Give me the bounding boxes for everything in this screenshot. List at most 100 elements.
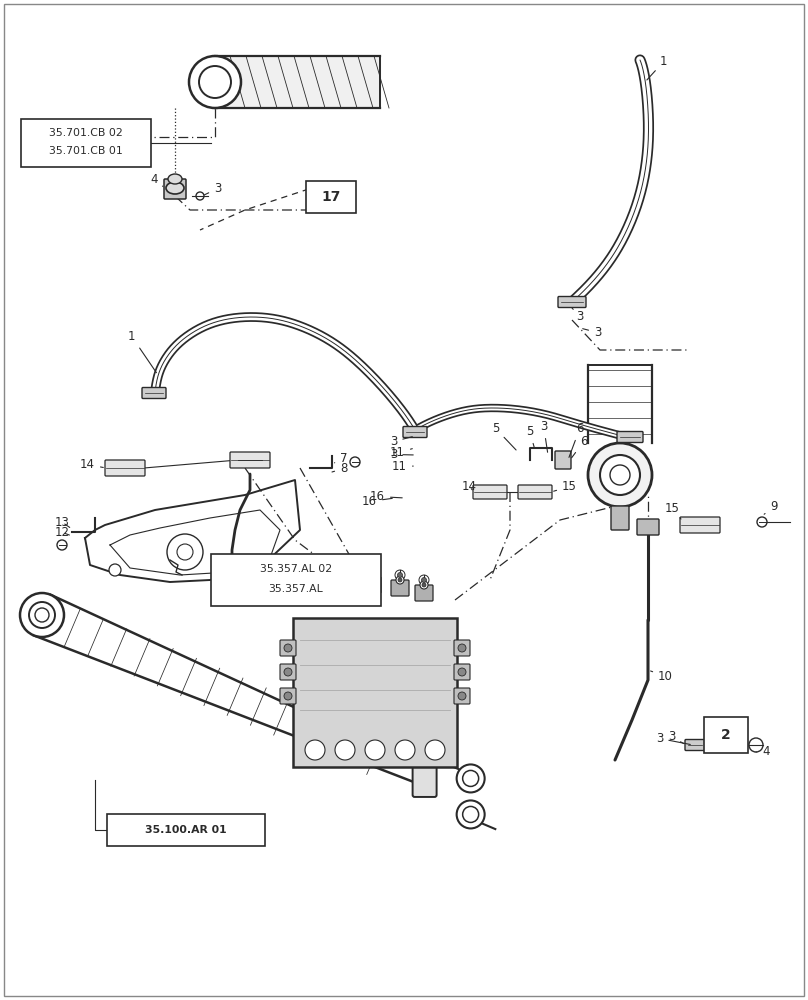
FancyBboxPatch shape [454,664,470,680]
Circle shape [396,576,404,584]
FancyBboxPatch shape [311,585,329,601]
Text: 3: 3 [390,448,413,461]
Ellipse shape [199,66,231,98]
Circle shape [343,578,347,582]
Text: 5: 5 [492,422,516,450]
Circle shape [350,457,360,467]
Circle shape [398,578,402,582]
FancyBboxPatch shape [704,717,748,753]
Text: 35.701.CB 01: 35.701.CB 01 [49,146,123,156]
FancyBboxPatch shape [211,554,381,606]
Text: 6: 6 [571,435,587,458]
Text: 16: 16 [370,490,402,503]
Text: 3: 3 [540,420,548,452]
Ellipse shape [600,455,640,495]
FancyBboxPatch shape [555,451,571,469]
Circle shape [370,575,374,579]
Text: 4: 4 [756,745,769,758]
Ellipse shape [196,192,204,200]
Text: 1: 1 [647,55,667,80]
FancyBboxPatch shape [617,432,643,442]
Text: 4: 4 [150,173,162,186]
Text: 35.701.CB 02: 35.701.CB 02 [49,128,123,138]
Text: 3: 3 [390,435,412,448]
Ellipse shape [29,602,55,628]
Ellipse shape [463,770,478,786]
Text: 35.357.AL: 35.357.AL [268,584,323,594]
Text: 1: 1 [128,330,157,373]
FancyBboxPatch shape [680,517,720,533]
Text: 3: 3 [204,182,221,195]
Ellipse shape [189,56,241,108]
FancyBboxPatch shape [107,814,265,846]
Circle shape [419,575,429,585]
Circle shape [425,740,445,760]
Circle shape [167,534,203,570]
Text: 9: 9 [764,500,777,514]
FancyBboxPatch shape [336,580,354,596]
Text: 11: 11 [390,446,412,459]
FancyBboxPatch shape [415,585,433,601]
Circle shape [284,668,292,676]
Ellipse shape [168,174,182,184]
Text: 11: 11 [392,460,413,473]
Text: 3: 3 [668,730,684,744]
Text: 8: 8 [332,462,347,475]
Circle shape [422,583,426,587]
FancyBboxPatch shape [391,580,409,596]
Circle shape [335,740,355,760]
Circle shape [422,578,427,582]
Circle shape [749,738,763,752]
FancyBboxPatch shape [293,618,457,767]
FancyBboxPatch shape [21,119,151,167]
FancyBboxPatch shape [454,688,470,704]
Circle shape [757,517,767,527]
Text: 35.100.AR 01: 35.100.AR 01 [145,825,227,835]
Ellipse shape [20,593,64,637]
FancyBboxPatch shape [105,460,145,476]
FancyBboxPatch shape [558,296,586,308]
Circle shape [177,544,193,560]
Ellipse shape [166,182,184,194]
Circle shape [369,570,374,574]
Ellipse shape [457,764,485,792]
Text: 5: 5 [526,425,534,447]
Circle shape [398,572,402,578]
Text: 12: 12 [55,526,70,539]
FancyBboxPatch shape [280,664,296,680]
Circle shape [368,573,376,581]
Text: 3: 3 [656,732,690,745]
Text: 35.357.AL 02: 35.357.AL 02 [260,564,332,574]
Text: 13: 13 [55,516,69,529]
FancyBboxPatch shape [164,179,186,199]
Ellipse shape [457,800,485,828]
Circle shape [315,575,325,585]
FancyBboxPatch shape [413,757,436,797]
Circle shape [458,668,466,676]
Text: 3: 3 [572,308,583,323]
Circle shape [458,644,466,652]
Circle shape [284,644,292,652]
Text: 15: 15 [553,480,577,493]
Circle shape [284,692,292,700]
Circle shape [341,576,349,584]
Text: 16: 16 [362,495,392,508]
Circle shape [318,583,322,587]
Ellipse shape [35,608,49,622]
FancyBboxPatch shape [518,485,552,499]
FancyBboxPatch shape [473,485,507,499]
Text: 3: 3 [583,326,601,339]
FancyBboxPatch shape [142,387,166,398]
FancyBboxPatch shape [611,506,629,530]
FancyBboxPatch shape [230,452,270,468]
Text: 10: 10 [650,670,673,683]
Circle shape [365,740,385,760]
Circle shape [305,740,325,760]
Circle shape [318,578,322,582]
Text: 14: 14 [462,480,477,493]
Ellipse shape [588,443,652,507]
Circle shape [57,540,67,550]
FancyBboxPatch shape [306,181,356,213]
Text: 17: 17 [322,190,341,204]
FancyBboxPatch shape [454,640,470,656]
